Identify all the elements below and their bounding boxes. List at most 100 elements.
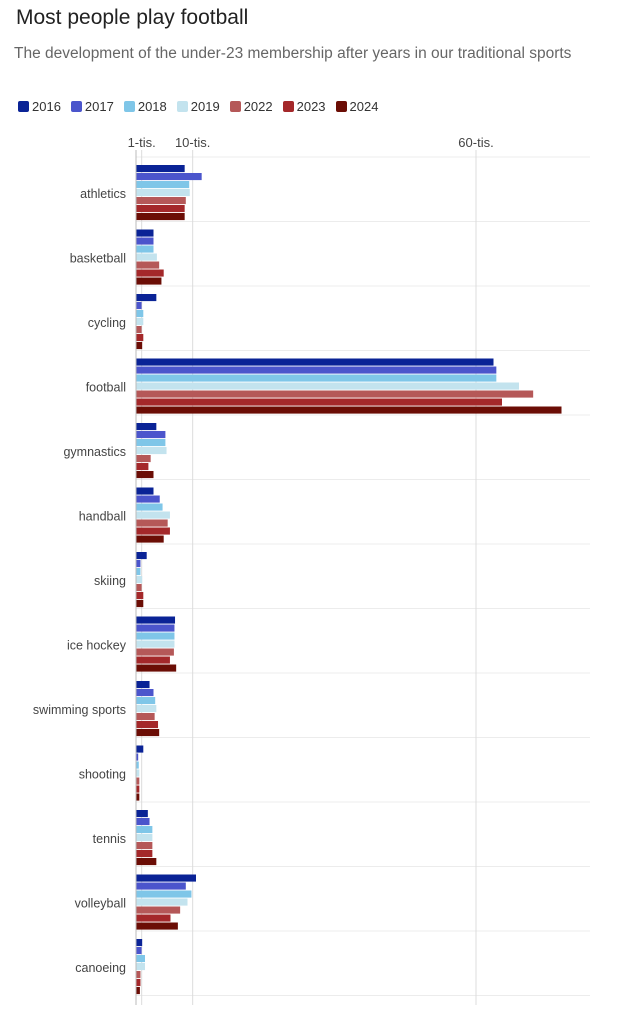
bar-swimming-sports-2017	[136, 689, 154, 697]
bar-tennis-2017	[136, 818, 150, 826]
bar-tennis-2023	[136, 850, 153, 858]
bar-cycling-2023	[136, 334, 144, 342]
bar-canoeing-2022	[136, 971, 141, 979]
legend-item-2022: 2022	[229, 99, 273, 114]
bar-shooting-2024	[136, 793, 140, 801]
bar-shooting-2018	[136, 761, 139, 769]
legend-label: 2023	[296, 99, 326, 114]
bar-skiing-2018	[136, 568, 141, 576]
tick-label: 1-tis.	[128, 135, 156, 150]
bar-cycling-2018	[136, 310, 144, 318]
category-label: athletics	[80, 187, 126, 201]
bar-canoeing-2023	[136, 979, 141, 987]
bar-basketball-2017	[136, 237, 154, 245]
bar-ice-hockey-2018	[136, 632, 175, 640]
bar-basketball-2016	[136, 229, 154, 237]
category-label: handball	[79, 510, 126, 524]
legend: 2016 2017 2018 2019 2022 2023 2024	[18, 99, 378, 114]
chart-title: Most people play football	[16, 6, 249, 29]
category-label: skiing	[94, 574, 126, 588]
bar-ice-hockey-2023	[136, 656, 170, 664]
bar-tennis-2018	[136, 826, 153, 834]
bar-swimming-sports-2016	[136, 681, 150, 689]
bar-volleyball-2019	[136, 898, 188, 906]
bar-skiing-2019	[136, 576, 143, 584]
legend-label: 2016	[32, 99, 61, 114]
category-label: tennis	[93, 832, 126, 846]
bar-ice-hockey-2024	[136, 664, 177, 672]
bar-canoeing-2018	[136, 955, 145, 963]
bar-basketball-2018	[136, 245, 154, 253]
bar-ice-hockey-2019	[136, 640, 175, 648]
legend-item-2018: 2018	[123, 99, 167, 114]
category-label: football	[86, 381, 126, 395]
bar-canoeing-2024	[136, 987, 140, 995]
bar-skiing-2022	[136, 584, 142, 592]
legend-label: 2022	[243, 99, 273, 114]
bar-swimming-sports-2022	[136, 713, 155, 721]
bar-gymnastics-2016	[136, 423, 157, 431]
bar-basketball-2019	[136, 253, 157, 261]
bar-gymnastics-2023	[136, 463, 149, 471]
bar-swimming-sports-2018	[136, 697, 156, 705]
bar-handball-2022	[136, 519, 168, 527]
legend-swatch	[70, 101, 82, 112]
legend-item-2024: 2024	[335, 99, 379, 114]
bar-skiing-2023	[136, 592, 144, 600]
bar-handball-2017	[136, 495, 160, 503]
category-label: canoeing	[75, 961, 126, 975]
bar-swimming-sports-2019	[136, 705, 157, 713]
bar-shooting-2017	[136, 753, 139, 761]
bar-football-2024	[136, 406, 562, 414]
bar-cycling-2019	[136, 318, 144, 326]
bar-volleyball-2016	[136, 874, 196, 882]
bar-football-2018	[136, 374, 497, 382]
legend-label: 2024	[349, 99, 379, 114]
bar-volleyball-2018	[136, 890, 192, 898]
bar-cycling-2016	[136, 294, 157, 302]
bar-volleyball-2022	[136, 906, 181, 914]
bar-tennis-2022	[136, 842, 153, 850]
bar-shooting-2022	[136, 777, 140, 785]
category-label: basketball	[70, 252, 126, 266]
bar-athletics-2016	[136, 165, 185, 173]
bar-football-2016	[136, 358, 494, 366]
category-label: gymnastics	[63, 445, 126, 459]
bar-shooting-2023	[136, 785, 140, 793]
category-label: volleyball	[75, 897, 126, 911]
bar-gymnastics-2019	[136, 447, 167, 455]
bar-ice-hockey-2017	[136, 624, 175, 632]
category-label: ice hockey	[67, 639, 127, 653]
bar-canoeing-2016	[136, 939, 143, 947]
bar-basketball-2023	[136, 269, 164, 277]
bar-swimming-sports-2024	[136, 729, 160, 737]
legend-swatch	[229, 101, 241, 112]
bar-canoeing-2019	[136, 963, 145, 971]
bar-shooting-2016	[136, 745, 144, 753]
bar-canoeing-2017	[136, 947, 142, 955]
bar-handball-2018	[136, 503, 163, 511]
bar-gymnastics-2018	[136, 439, 166, 447]
bar-cycling-2017	[136, 302, 142, 310]
bar-basketball-2022	[136, 261, 160, 269]
bar-football-2017	[136, 366, 497, 374]
legend-label: 2017	[84, 99, 114, 114]
bar-tennis-2019	[136, 834, 153, 842]
legend-swatch	[282, 101, 294, 112]
legend-swatch	[176, 101, 188, 112]
bar-ice-hockey-2016	[136, 616, 176, 624]
bar-athletics-2018	[136, 181, 190, 189]
legend-label: 2018	[137, 99, 167, 114]
legend-label: 2019	[190, 99, 220, 114]
legend-swatch	[18, 101, 29, 112]
category-label: cycling	[88, 316, 126, 330]
bar-skiing-2017	[136, 560, 141, 568]
bar-skiing-2024	[136, 600, 144, 608]
legend-item-2023: 2023	[282, 99, 326, 114]
bar-basketball-2024	[136, 277, 162, 285]
legend-item-2017: 2017	[70, 99, 114, 114]
legend-item-2019: 2019	[176, 99, 220, 114]
bar-tennis-2024	[136, 858, 157, 866]
legend-item-2016: 2016	[18, 99, 61, 114]
